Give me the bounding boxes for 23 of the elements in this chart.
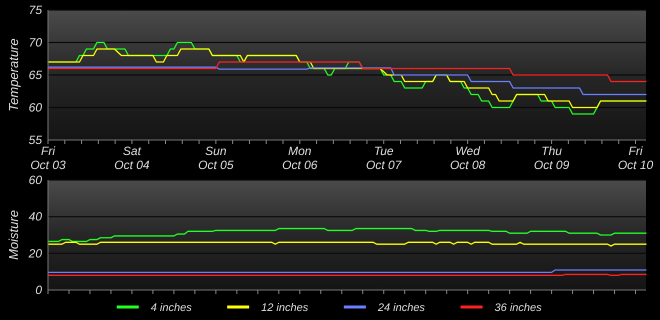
legend-label: 4 inches [150, 302, 192, 314]
x-tick-label: Thu Oct 09 [534, 144, 570, 172]
x-tick-label: Fri Oct 03 [30, 144, 66, 172]
y-tick-label: 75 [28, 3, 42, 17]
y-tick-label: 60 [28, 173, 42, 187]
x-tick-label: Mon Oct 06 [282, 144, 318, 172]
legend-label: 24 inches [376, 302, 426, 314]
y-tick-label: 0 [35, 283, 42, 297]
y-axis-title: Temperature [6, 38, 21, 112]
x-tick-label: Sun Oct 05 [198, 144, 234, 172]
legend-label: 12 inches [261, 302, 309, 314]
y-tick-label: 40 [28, 210, 42, 224]
y-tick-label: 70 [28, 36, 42, 50]
y-tick-label: 65 [28, 68, 42, 82]
y-tick-label: 60 [28, 100, 42, 114]
legend-label: 36 inches [494, 302, 542, 314]
y-axis-title: Moisture [6, 210, 21, 260]
x-tick-label: Tue Oct 07 [366, 144, 403, 172]
x-tick-label: Sat Oct 04 [114, 144, 150, 172]
x-tick-label: Wed Oct 08 [450, 144, 486, 172]
y-tick-label: 20 [28, 246, 42, 260]
x-tick-label: Fri Oct 10 [618, 144, 654, 172]
y-tick-label: 55 [28, 133, 42, 147]
